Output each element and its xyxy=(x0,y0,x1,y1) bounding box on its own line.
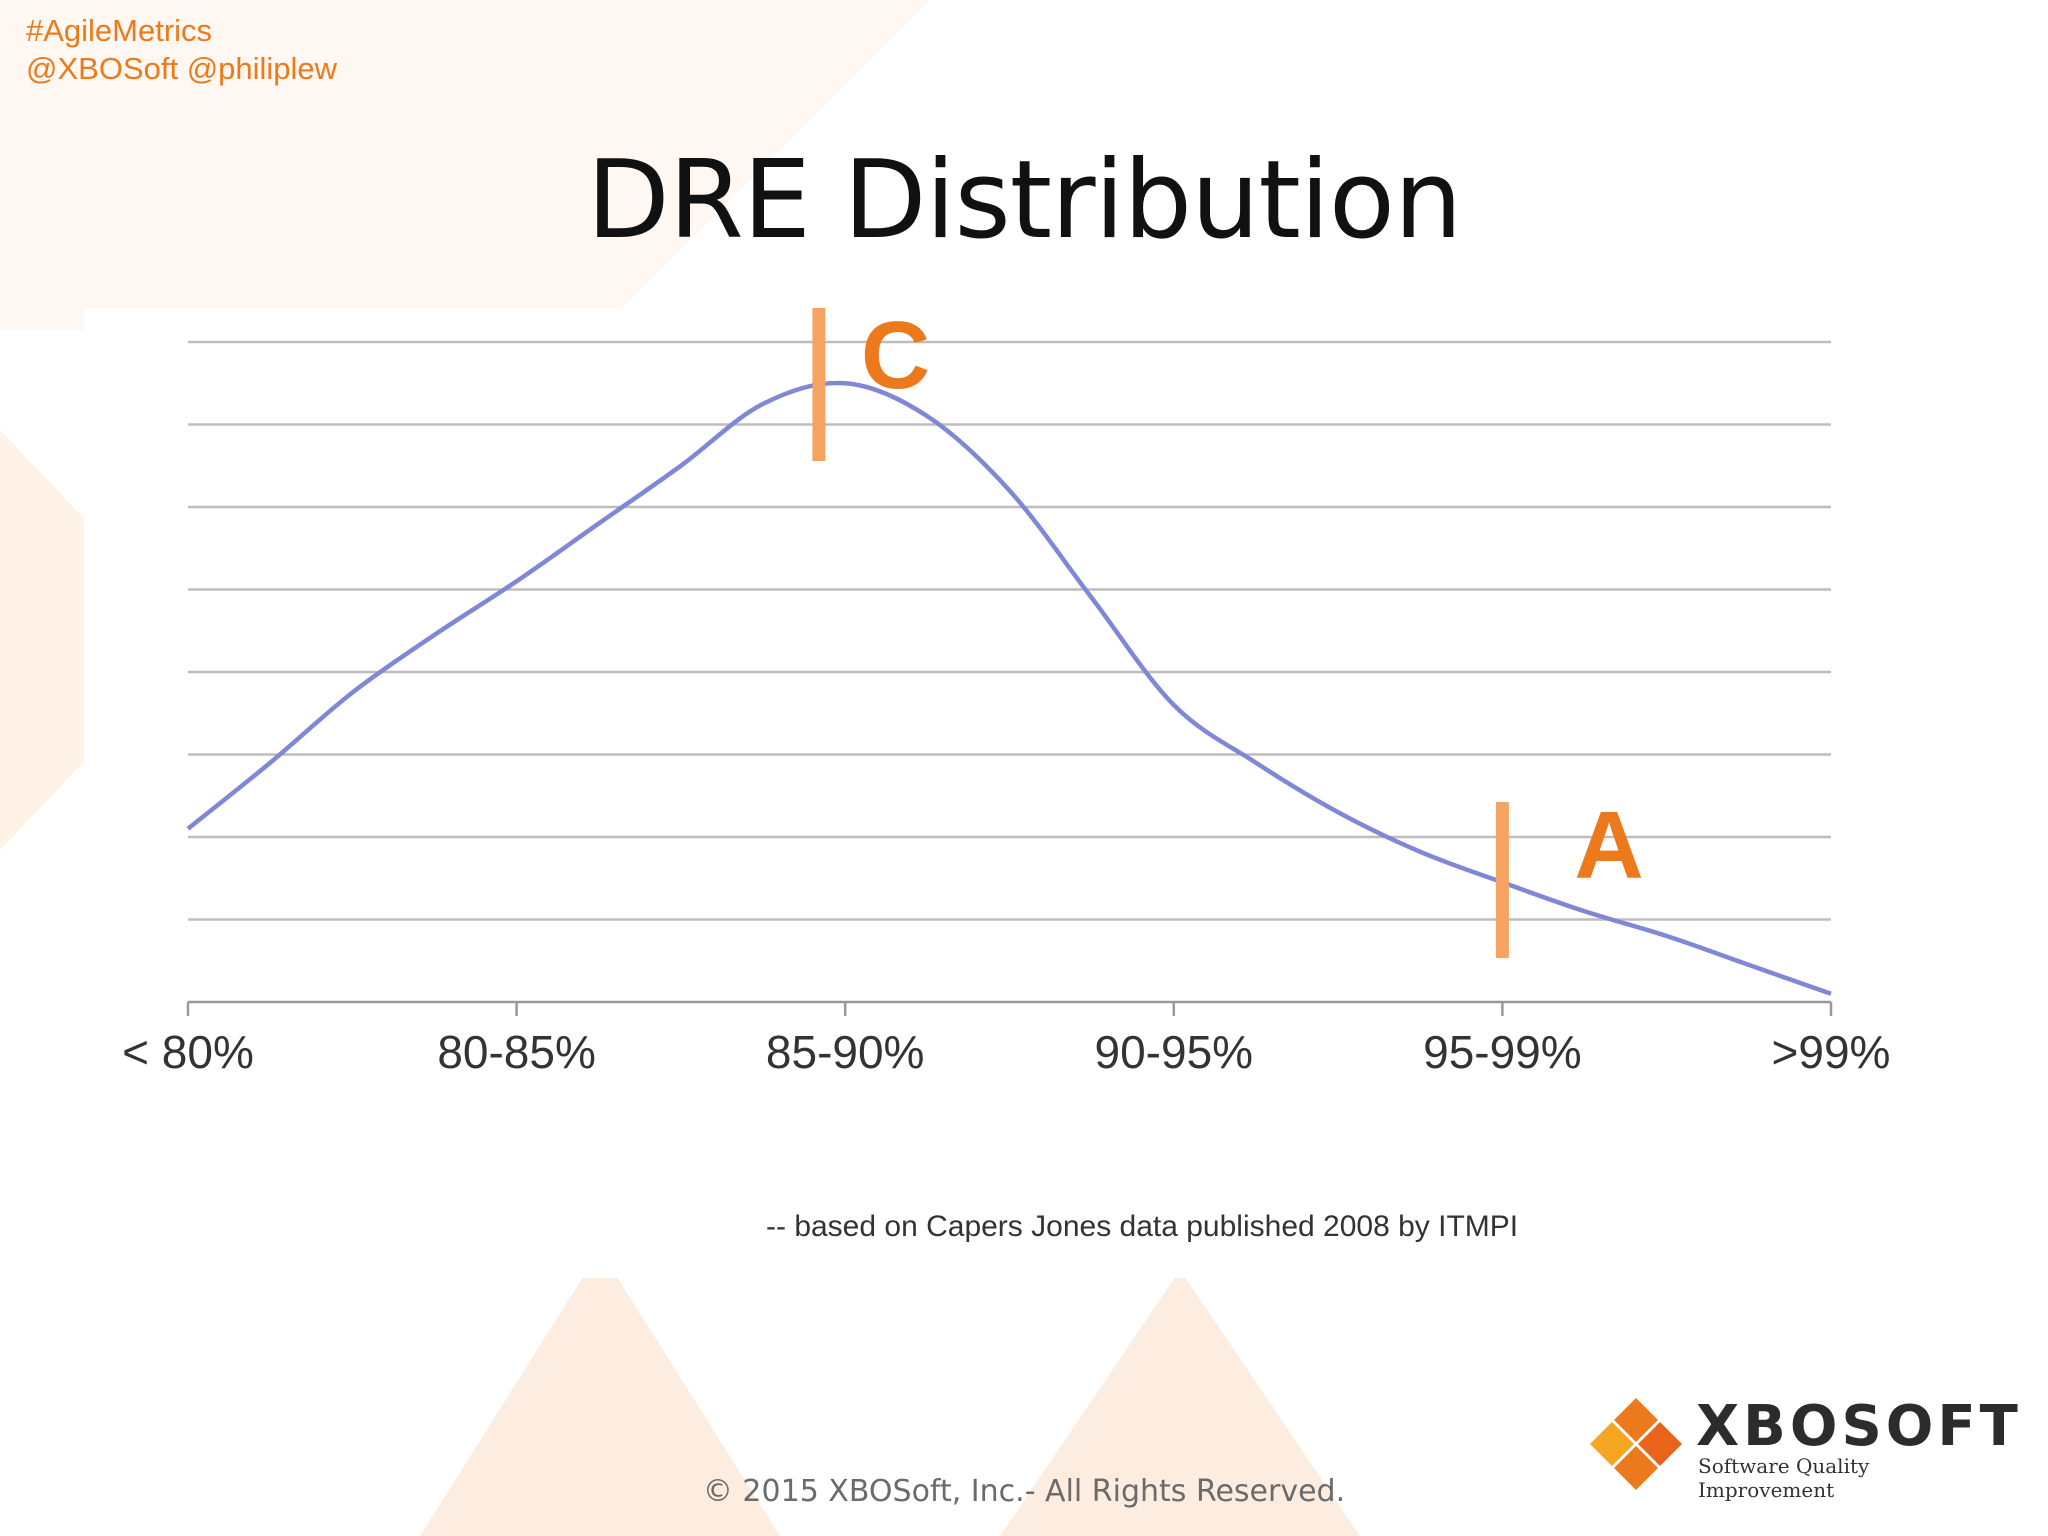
logo-wordmark: XBOSOFT xyxy=(1696,1394,2022,1459)
xbosoft-logo: XBOSOFT Software Quality Improvement xyxy=(1586,1394,2018,1502)
logo-diamond-icon xyxy=(1590,1398,1682,1490)
slide-title: DRE Distribution xyxy=(586,138,1463,263)
chart-panel: < 80% 80-85% 85-90% 90-95% 95-99% >99% C A -- ba… xyxy=(84,308,1972,1278)
hashtag-block: #AgileMetrics @XBOSoft @philiplew xyxy=(26,12,337,88)
x-tick-label: 80-85% xyxy=(437,1026,596,1078)
source-note: -- based on Capers Jones data published … xyxy=(766,1210,1518,1243)
x-tick-label: < 80% xyxy=(122,1026,254,1078)
logo-tagline: Software Quality Improvement xyxy=(1698,1454,1870,1502)
marker-label-c: C xyxy=(861,308,930,409)
x-tick-label: 90-95% xyxy=(1095,1026,1254,1078)
x-tick-label: >99% xyxy=(1772,1026,1891,1078)
x-tick-label: 95-99% xyxy=(1423,1026,1582,1078)
x-tick-label: 85-90% xyxy=(766,1026,925,1078)
dre-curve-line xyxy=(186,380,1832,996)
dre-distribution-chart: < 80% 80-85% 85-90% 90-95% 95-99% >99% C A -- ba… xyxy=(122,308,1891,1243)
copyright-footer: © 2015 XBOSoft, Inc.- All Rights Reserve… xyxy=(702,1474,1346,1509)
marker-label-a: A xyxy=(1574,792,1643,899)
hashtag-label: #AgileMetrics xyxy=(26,13,213,48)
social-handles: @XBOSoft @philiplew xyxy=(26,51,338,86)
